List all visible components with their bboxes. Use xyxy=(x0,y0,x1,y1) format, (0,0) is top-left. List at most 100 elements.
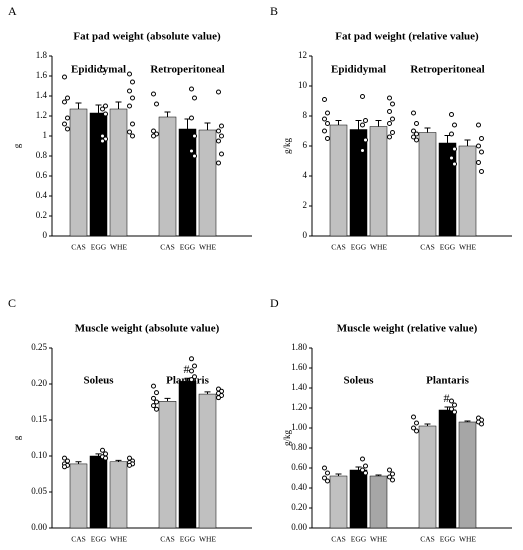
data-point xyxy=(154,390,159,396)
data-point xyxy=(360,148,365,153)
data-point xyxy=(449,406,454,412)
y-tick-label: 1.8 xyxy=(36,50,48,60)
error-bar xyxy=(204,122,211,130)
data-point xyxy=(151,133,156,139)
data-point xyxy=(189,115,194,121)
data-point xyxy=(449,131,454,137)
x-tick-label: WHE xyxy=(370,535,387,544)
y-tick-label: 0.25 xyxy=(31,342,47,352)
error-bar xyxy=(164,397,171,402)
data-point xyxy=(216,395,221,401)
data-point xyxy=(479,421,484,427)
data-point xyxy=(127,88,132,94)
panel-letter: C xyxy=(8,296,16,310)
data-point xyxy=(154,406,159,412)
error-bar xyxy=(115,101,122,109)
x-tick-label: CAS xyxy=(331,535,346,544)
data-point xyxy=(322,465,327,471)
error-bar xyxy=(444,135,451,143)
data-point xyxy=(151,128,156,134)
data-point xyxy=(154,101,159,107)
data-point xyxy=(363,137,368,143)
x-tick-label: EGG xyxy=(440,535,456,544)
error-bar xyxy=(164,111,171,117)
data-point xyxy=(411,128,416,134)
x-tick-label: CAS xyxy=(160,243,175,252)
error-bar xyxy=(95,104,102,113)
annotation: # xyxy=(444,391,450,405)
data-point xyxy=(452,146,457,152)
bar xyxy=(69,463,88,529)
y-tick-label: 1.4 xyxy=(36,90,48,100)
data-point xyxy=(130,79,135,85)
data-point xyxy=(103,111,108,117)
data-point xyxy=(322,475,327,481)
bar xyxy=(438,409,457,529)
data-point xyxy=(476,160,481,165)
data-point xyxy=(476,143,481,149)
error-bar xyxy=(355,120,362,130)
error-bar xyxy=(75,461,82,464)
y-tick-label: 1.60 xyxy=(291,362,307,372)
data-point xyxy=(100,447,105,453)
bar xyxy=(418,132,437,237)
panel-letter: D xyxy=(270,296,279,310)
data-point xyxy=(62,99,67,105)
x-tick-label: WHE xyxy=(199,243,216,252)
data-point xyxy=(151,91,156,97)
data-point xyxy=(151,395,156,401)
data-point xyxy=(411,110,416,116)
y-tick-label: 0.40 xyxy=(291,482,307,492)
group-label: Soleus xyxy=(84,375,115,387)
bar xyxy=(329,124,348,237)
bar xyxy=(178,128,197,237)
data-point xyxy=(100,106,105,112)
data-point xyxy=(127,103,132,109)
data-point xyxy=(103,103,108,109)
data-point xyxy=(479,149,484,155)
data-point xyxy=(360,467,365,473)
data-point xyxy=(390,116,395,122)
data-point xyxy=(322,116,327,122)
y-tick-label: 1.00 xyxy=(291,422,307,432)
x-tick-label: EGG xyxy=(440,243,456,252)
data-point xyxy=(216,160,221,166)
data-point xyxy=(130,133,135,139)
data-point xyxy=(322,97,327,102)
x-tick-label: CAS xyxy=(160,535,175,544)
y-tick-label: 0.10 xyxy=(31,450,47,460)
data-point xyxy=(479,136,484,141)
data-point xyxy=(154,399,159,405)
data-point xyxy=(411,425,416,431)
data-point xyxy=(192,374,197,380)
data-point xyxy=(127,462,132,468)
y-tick-label: 1.80 xyxy=(291,342,307,352)
panel-letter: B xyxy=(270,4,278,18)
data-point xyxy=(452,122,457,128)
y-tick-label: 0 xyxy=(43,230,48,240)
chart-title: Fat pad weight (relative value) xyxy=(335,31,479,43)
data-point xyxy=(322,128,327,134)
x-tick-label: CAS xyxy=(71,243,86,252)
y-tick-label: 1.40 xyxy=(291,382,307,392)
chart-title: Muscle weight (absolute value) xyxy=(75,323,220,335)
group-label: Plantaris xyxy=(426,375,469,387)
data-point xyxy=(219,133,224,139)
x-tick-label: EGG xyxy=(351,535,367,544)
data-point xyxy=(192,133,197,139)
error-bar xyxy=(424,127,431,133)
y-axis-label: g/kg xyxy=(282,430,292,447)
bar xyxy=(178,380,197,529)
data-point xyxy=(390,477,395,483)
data-point xyxy=(130,121,135,127)
data-point xyxy=(65,115,70,121)
error-bar xyxy=(335,473,342,476)
data-point xyxy=(411,134,416,140)
data-point xyxy=(390,101,395,107)
data-point xyxy=(449,155,454,161)
error-bar xyxy=(184,118,191,129)
y-tick-label: 12 xyxy=(298,50,307,60)
x-tick-label: CAS xyxy=(71,535,86,544)
data-point xyxy=(411,414,416,420)
data-point xyxy=(219,123,224,129)
